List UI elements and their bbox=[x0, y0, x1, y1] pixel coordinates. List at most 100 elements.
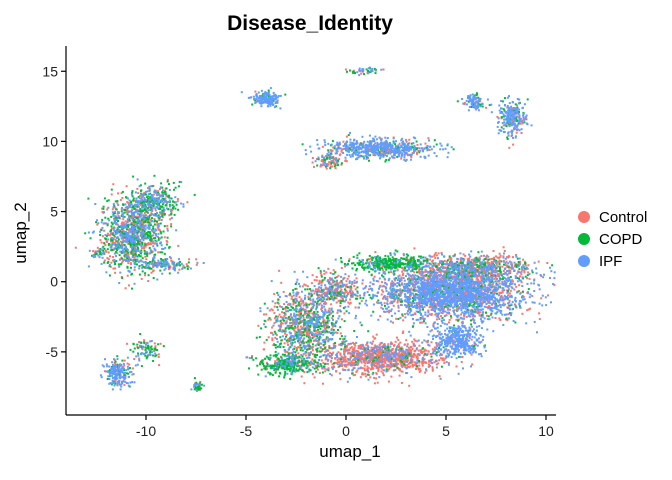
data-point bbox=[383, 358, 385, 361]
data-point bbox=[417, 280, 420, 283]
data-point bbox=[375, 360, 378, 363]
data-point bbox=[138, 243, 141, 246]
data-point bbox=[401, 366, 404, 368]
data-point bbox=[403, 343, 406, 346]
data-point bbox=[429, 270, 432, 273]
data-point bbox=[311, 161, 314, 164]
data-point bbox=[339, 302, 342, 304]
data-point bbox=[168, 272, 171, 275]
data-point bbox=[450, 271, 453, 274]
data-point bbox=[470, 338, 473, 341]
data-point bbox=[321, 331, 324, 333]
data-point bbox=[334, 276, 337, 279]
data-point bbox=[488, 280, 491, 283]
data-point bbox=[291, 323, 294, 326]
data-point bbox=[125, 250, 128, 253]
data-point bbox=[407, 346, 410, 349]
data-point bbox=[133, 358, 136, 360]
data-point bbox=[425, 349, 428, 352]
data-point bbox=[355, 269, 358, 272]
data-point bbox=[404, 262, 407, 265]
data-point bbox=[434, 280, 437, 283]
data-point bbox=[303, 329, 306, 332]
data-point bbox=[422, 256, 425, 259]
data-point bbox=[491, 257, 494, 260]
data-point bbox=[424, 142, 427, 145]
data-point bbox=[140, 277, 143, 280]
data-point bbox=[342, 357, 345, 359]
data-point bbox=[332, 146, 335, 149]
data-point bbox=[264, 368, 267, 371]
data-point bbox=[315, 329, 318, 332]
data-point bbox=[168, 214, 171, 217]
data-point bbox=[522, 258, 525, 261]
data-point bbox=[429, 269, 432, 272]
data-point bbox=[158, 219, 161, 221]
data-point bbox=[496, 273, 499, 275]
data-point bbox=[281, 360, 284, 363]
data-point bbox=[141, 222, 144, 225]
data-point bbox=[155, 354, 158, 357]
data-point bbox=[344, 350, 347, 353]
data-point bbox=[195, 258, 198, 261]
data-point bbox=[335, 370, 338, 373]
data-point bbox=[408, 138, 411, 141]
data-point bbox=[377, 299, 380, 302]
data-point bbox=[276, 358, 279, 361]
data-point bbox=[449, 276, 452, 279]
data-point bbox=[333, 147, 336, 150]
data-point bbox=[457, 276, 460, 279]
data-point bbox=[147, 221, 150, 224]
data-point bbox=[403, 148, 406, 151]
data-point bbox=[166, 202, 168, 205]
data-point bbox=[178, 268, 181, 271]
data-point bbox=[313, 279, 316, 282]
data-point bbox=[300, 298, 303, 301]
data-point bbox=[381, 260, 384, 263]
data-point bbox=[317, 340, 320, 343]
data-point bbox=[410, 356, 413, 359]
data-point bbox=[435, 305, 438, 308]
data-point bbox=[121, 261, 124, 264]
data-point bbox=[146, 253, 149, 256]
data-point bbox=[382, 297, 384, 300]
data-point bbox=[278, 269, 281, 272]
data-point bbox=[91, 254, 93, 257]
data-point bbox=[124, 220, 127, 223]
data-point bbox=[129, 262, 132, 265]
data-point bbox=[343, 354, 346, 357]
data-point bbox=[131, 373, 134, 376]
data-point bbox=[367, 157, 369, 159]
data-point bbox=[393, 300, 396, 303]
data-point bbox=[347, 301, 350, 304]
data-point bbox=[422, 259, 425, 262]
data-point bbox=[397, 293, 400, 295]
data-point bbox=[143, 230, 146, 233]
data-point bbox=[346, 70, 348, 73]
data-point bbox=[339, 378, 342, 381]
data-point bbox=[166, 178, 169, 181]
data-point bbox=[458, 355, 461, 358]
data-point bbox=[400, 292, 402, 295]
data-point bbox=[375, 259, 378, 262]
data-point bbox=[302, 301, 305, 304]
data-point bbox=[318, 296, 321, 299]
data-point bbox=[408, 260, 411, 263]
data-point bbox=[169, 265, 172, 268]
data-point bbox=[445, 314, 448, 317]
data-point bbox=[500, 260, 503, 263]
data-point bbox=[351, 348, 354, 351]
data-point bbox=[334, 292, 337, 295]
data-point bbox=[546, 262, 549, 264]
data-point bbox=[345, 360, 348, 363]
data-point bbox=[409, 292, 412, 295]
data-point bbox=[277, 329, 280, 332]
data-point bbox=[448, 318, 451, 321]
data-point bbox=[320, 281, 323, 284]
data-point bbox=[175, 264, 178, 267]
data-point bbox=[106, 248, 109, 251]
data-point bbox=[353, 346, 356, 349]
data-point bbox=[430, 329, 433, 332]
data-point bbox=[101, 218, 104, 221]
data-point bbox=[425, 369, 428, 372]
